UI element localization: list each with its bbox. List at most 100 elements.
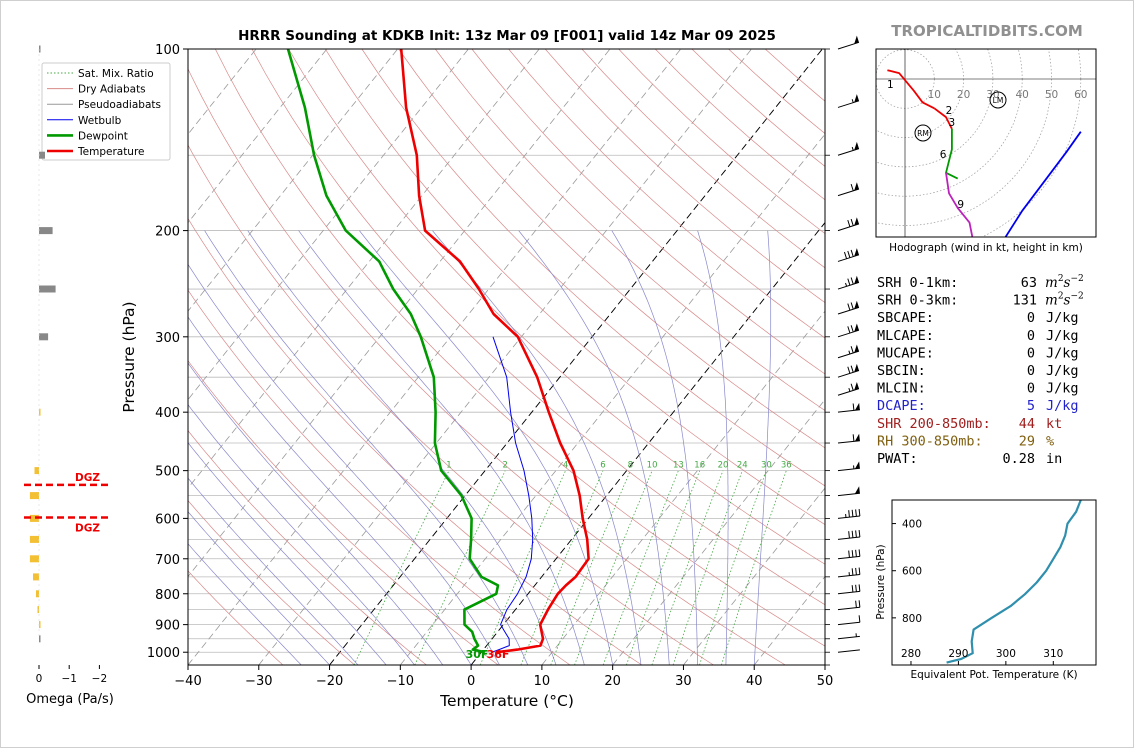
index-unit-sup-2: −2 xyxy=(1070,274,1083,284)
index-value: 0 xyxy=(1027,345,1035,361)
hodograph-ring-label: 50 xyxy=(1045,89,1058,101)
wind-barb xyxy=(837,486,860,497)
pseudoadiabat xyxy=(188,477,359,665)
index-unit: J/kg xyxy=(1046,310,1079,326)
legend-label: Pseudoadiabats xyxy=(78,99,161,111)
wind-barb xyxy=(837,141,860,156)
dry-adiabat xyxy=(188,499,355,665)
index-value: 0 xyxy=(1027,328,1035,344)
index-value: 29 xyxy=(1019,433,1035,449)
pseudoadiabat xyxy=(697,230,729,665)
mixing-ratio-label: 16 xyxy=(694,461,705,471)
omega-bar xyxy=(29,555,39,563)
wind-barb xyxy=(837,549,861,560)
mixing-ratio-label: 6 xyxy=(600,461,605,471)
theta-x-tick-label: 300 xyxy=(996,648,1016,660)
wind-barb xyxy=(837,35,860,50)
dry-adiabat xyxy=(188,360,499,665)
y-tick-label: 700 xyxy=(155,553,180,568)
wind-barb xyxy=(837,300,860,315)
index-row: MLCAPE: 0 J/kg xyxy=(877,328,1079,344)
mixing-ratio-label: 13 xyxy=(673,461,684,471)
omega-bar xyxy=(39,227,53,235)
x-tick-label: 20 xyxy=(604,674,621,689)
mixing-ratio-label: 1 xyxy=(446,461,451,471)
x-tick-label: −30 xyxy=(245,674,272,689)
pseudoadiabat xyxy=(188,362,444,665)
dry-adiabat xyxy=(288,49,825,565)
hodograph-trace xyxy=(945,128,959,180)
pseudoadiabat xyxy=(611,230,698,665)
legend-label: Temperature xyxy=(77,146,145,158)
legend-label: Dewpoint xyxy=(78,130,128,142)
omega-xlabel: Omega (Pa/s) xyxy=(26,692,114,707)
index-unit-sup-2: −2 xyxy=(1070,292,1083,302)
index-label: SBCIN: xyxy=(877,363,926,379)
wind-barb xyxy=(837,94,860,108)
wind-barb xyxy=(837,600,861,611)
index-label: DCAPE: xyxy=(877,398,926,414)
mixing-ratio-label: 30 xyxy=(761,461,772,471)
theta-x-tick-label: 280 xyxy=(901,648,921,660)
mixing-ratio-label: 4 xyxy=(563,461,568,471)
dry-adiabat xyxy=(188,68,786,665)
index-unit: J/kg xyxy=(1046,398,1079,414)
wind-barb xyxy=(837,344,860,359)
mixing-ratio-line xyxy=(574,470,653,665)
skewt-title: HRRR Sounding at KDKB Init: 13z Mar 09 [… xyxy=(238,28,776,44)
hodograph-trace xyxy=(1004,131,1082,237)
pseudoadiabat xyxy=(188,316,472,665)
skewt-legend: Sat. Mix. Ratio Dry Adiabats Pseudoadiabat… xyxy=(41,62,171,161)
pseudoadiabat xyxy=(432,230,642,665)
x-tick-label: 0 xyxy=(467,674,475,689)
mixing-ratio-label: 36 xyxy=(781,461,792,471)
pseudoadiabat xyxy=(204,230,529,665)
mixing-ratio-label: 2 xyxy=(502,461,507,471)
mixing-ratio-line xyxy=(414,470,506,665)
theta-y-tick-label: 600 xyxy=(902,566,922,578)
index-row: SBCIN: 0 J/kg xyxy=(877,363,1079,379)
dry-adiabat xyxy=(214,49,825,647)
y-tick-label: 600 xyxy=(155,512,180,527)
pseudoadiabat xyxy=(188,543,302,665)
index-unit: % xyxy=(1046,433,1054,449)
legend-label: Wetbulb xyxy=(78,115,122,127)
x-tick-label: −20 xyxy=(316,674,343,689)
wind-barb xyxy=(837,461,860,472)
mixing-ratio-labels: 1 2 4 6 8 10 13 16 20 24 30 36 xyxy=(446,461,791,471)
y-tick-label: 200 xyxy=(155,225,180,240)
theta-x-tick-label: 290 xyxy=(948,648,968,660)
theta-y-tick-label: 800 xyxy=(902,613,922,625)
wind-barb xyxy=(837,509,861,519)
pseudoadiabat xyxy=(188,263,500,665)
x-tick-label: 50 xyxy=(817,674,834,689)
hodograph-height-label: 6 xyxy=(940,149,947,161)
omega-bar xyxy=(39,333,49,341)
y-tick-label: 900 xyxy=(155,619,180,634)
index-unit-sup: 2 xyxy=(1058,274,1064,284)
surface-temperature-label: 36F xyxy=(487,648,510,661)
y-tick-label: 1000 xyxy=(147,646,180,661)
mixing-ratio-label: 8 xyxy=(628,461,633,471)
omega-bar xyxy=(29,535,39,543)
wind-barb xyxy=(837,567,861,578)
mixing-ratio-line xyxy=(479,470,566,665)
index-label: SBCAPE: xyxy=(877,310,934,326)
wind-barb xyxy=(837,363,860,378)
dry-adiabat xyxy=(188,217,642,665)
omega-bar xyxy=(39,635,41,643)
storm-motion-label: LM xyxy=(993,96,1004,105)
wind-barb xyxy=(837,529,861,540)
legend-label: Sat. Mix. Ratio xyxy=(78,68,154,80)
x-tick-label: 10 xyxy=(534,674,551,689)
theta-e-xlabel: Equivalent Pot. Temperature (K) xyxy=(910,669,1077,681)
index-value: 44 xyxy=(1019,416,1035,432)
omega-bar xyxy=(39,151,45,159)
pseudoadiabat xyxy=(753,230,772,665)
temperature-profile xyxy=(399,49,590,654)
pseudoadiabat xyxy=(188,442,387,665)
index-row: SBCAPE: 0 J/kg xyxy=(877,310,1079,326)
